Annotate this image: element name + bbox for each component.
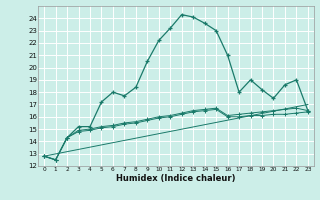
X-axis label: Humidex (Indice chaleur): Humidex (Indice chaleur) (116, 174, 236, 183)
